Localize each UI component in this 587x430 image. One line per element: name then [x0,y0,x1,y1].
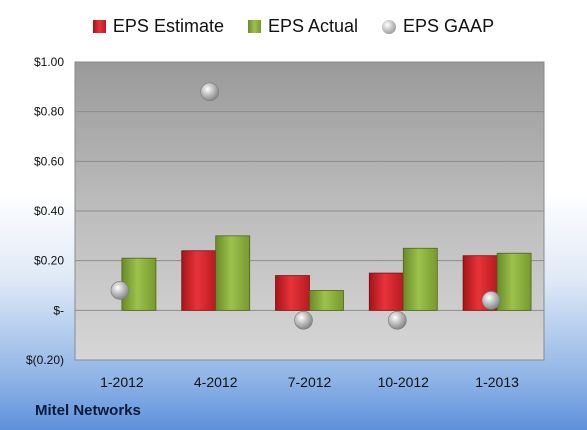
bar-eps-actual [309,290,344,311]
legend-swatch-estimate [92,20,106,33]
y-tick-label: $(0.20) [26,353,64,367]
y-tick-label: $0.20 [34,254,64,268]
bar-eps-actual [402,247,438,311]
legend-label-gaap: EPS GAAP [403,16,495,36]
point-eps-gaap [387,310,407,330]
y-tick-label: $0.40 [34,204,64,218]
bar-eps-estimate [275,275,310,311]
bar-eps-actual [121,257,157,311]
point-eps-gaap [200,82,219,102]
bar-eps-estimate [181,250,217,311]
y-axis-ticks: $1.00 $0.80 $0.60 $0.40 $0.20 $- $(0.20) [26,55,64,367]
x-tick-label: 10-2012 [378,374,430,390]
legend-label-estimate: EPS Estimate [112,16,224,36]
legend-swatch-actual [247,20,261,33]
point-eps-gaap [110,281,130,300]
y-tick-label: $- [53,303,64,317]
y-tick-label: $0.60 [34,154,64,168]
gaap-points [110,82,501,330]
legend-item-estimate: EPS Estimate [92,16,224,37]
x-tick-label: 4-2012 [194,374,238,390]
legend-label-actual: EPS Actual [267,16,359,36]
bar-eps-estimate [368,272,404,311]
point-eps-gaap [294,310,313,330]
y-tick-label: $1.00 [34,55,64,69]
x-axis-ticks: 1-2012 4-2012 7-2012 10-2012 1-2013 [100,374,519,390]
point-eps-gaap [481,291,501,310]
x-tick-label: 1-2012 [100,374,144,390]
legend-swatch-gaap [382,19,397,34]
x-tick-label: 1-2013 [475,374,519,390]
x-tick-label: 7-2012 [288,374,332,390]
y-tick-label: $0.80 [34,105,64,119]
legend: EPS Estimate EPS Actual EPS GAAP [0,16,587,37]
legend-item-actual: EPS Actual [247,16,359,37]
legend-item-gaap: EPS GAAP [382,16,494,37]
bar-eps-actual [496,252,532,311]
bar-eps-actual [215,235,251,311]
company-name: Mitel Networks [35,402,141,419]
